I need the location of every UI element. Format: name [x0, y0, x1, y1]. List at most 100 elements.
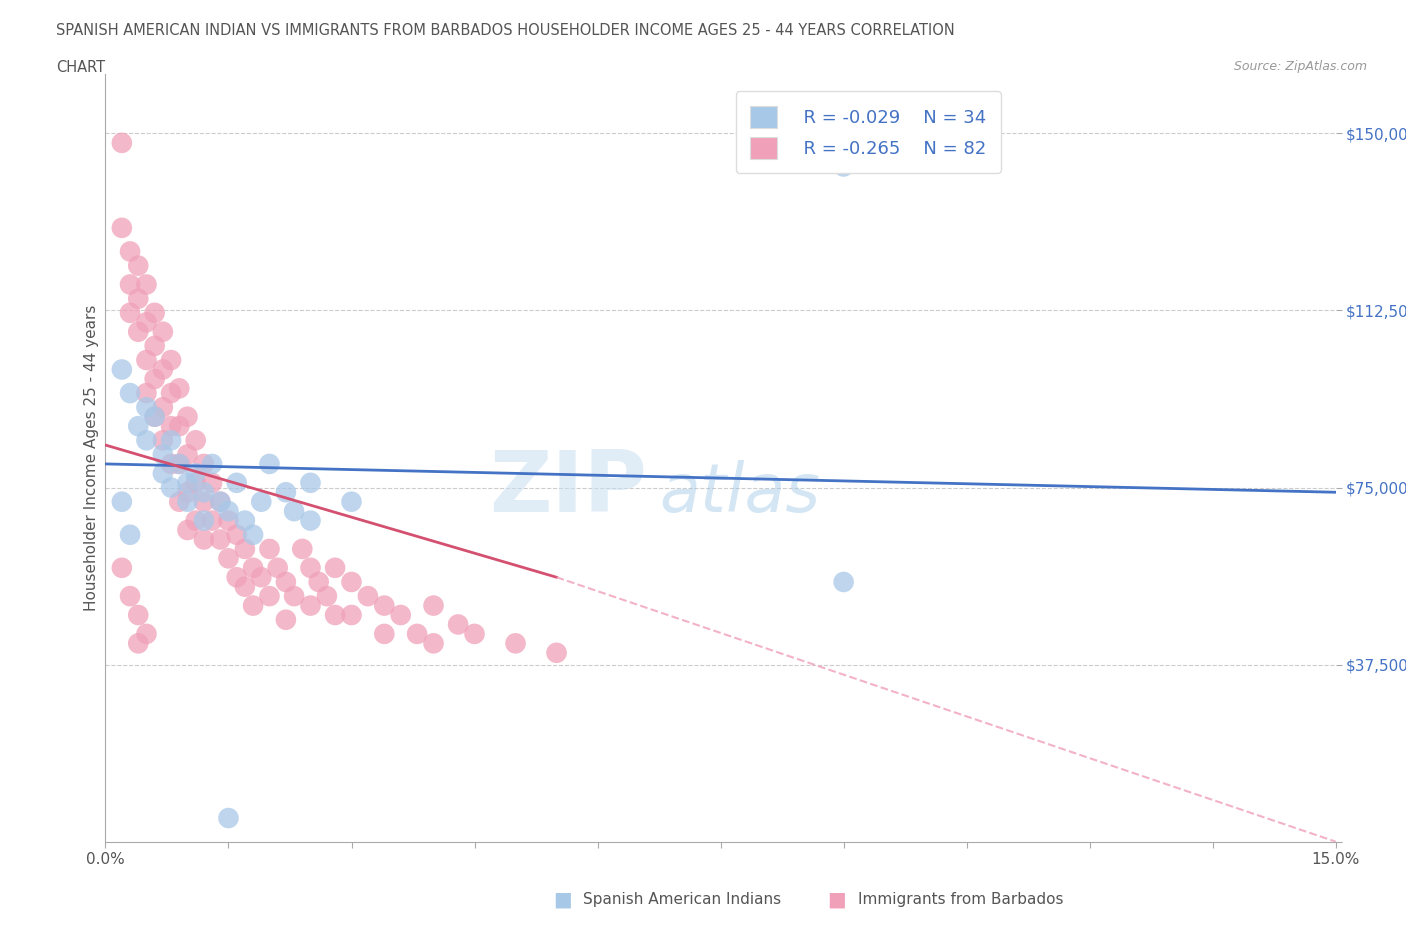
Point: [120, 589, 141, 604]
Point: [357, 589, 380, 604]
Y-axis label: Householder Income Ages 25 - 44 years: Householder Income Ages 25 - 44 years: [83, 305, 98, 611]
Point: [152, 325, 174, 339]
Point: [274, 485, 297, 499]
Point: [143, 409, 166, 424]
Point: [120, 527, 141, 542]
Point: [299, 475, 322, 490]
Text: ▪: ▪: [553, 885, 572, 915]
Point: [184, 513, 207, 528]
Point: [308, 575, 330, 590]
Point: [111, 494, 134, 509]
Point: [127, 291, 149, 306]
Point: [143, 305, 166, 320]
Point: [143, 339, 166, 353]
Point: [111, 561, 134, 576]
Point: [201, 457, 224, 472]
Point: [160, 386, 183, 401]
Point: [135, 400, 157, 415]
Point: [259, 541, 281, 556]
Point: [127, 325, 149, 339]
Text: SPANISH AMERICAN INDIAN VS IMMIGRANTS FROM BARBADOS HOUSEHOLDER INCOME AGES 25 -: SPANISH AMERICAN INDIAN VS IMMIGRANTS FR…: [56, 23, 955, 38]
Point: [152, 362, 174, 377]
Point: [274, 575, 297, 590]
Point: [176, 475, 198, 490]
Point: [233, 513, 256, 528]
Point: [160, 432, 183, 447]
Point: [373, 598, 395, 613]
Point: [169, 494, 191, 509]
Point: [422, 636, 444, 651]
Point: [176, 485, 198, 499]
Point: [184, 432, 207, 447]
Point: [373, 627, 395, 642]
Text: ▪: ▪: [827, 885, 846, 915]
Point: [160, 480, 183, 495]
Point: [291, 541, 314, 556]
Point: [505, 636, 527, 651]
Point: [250, 494, 273, 509]
Point: [176, 447, 198, 462]
Point: [176, 409, 198, 424]
Point: [218, 513, 240, 528]
Legend:   R = -0.029    N = 34,   R = -0.265    N = 82: R = -0.029 N = 34, R = -0.265 N = 82: [735, 91, 1001, 173]
Text: Spanish American Indians: Spanish American Indians: [583, 892, 782, 907]
Point: [218, 504, 240, 519]
Point: [184, 466, 207, 481]
Point: [242, 598, 264, 613]
Point: [152, 400, 174, 415]
Point: [267, 561, 290, 576]
Point: [209, 494, 232, 509]
Point: [160, 418, 183, 433]
Point: [209, 494, 232, 509]
Point: [193, 494, 215, 509]
Point: [193, 485, 215, 499]
Point: [299, 598, 322, 613]
Point: [209, 532, 232, 547]
Point: [283, 504, 305, 519]
Point: [832, 575, 855, 590]
Point: [218, 551, 240, 565]
Point: [120, 244, 141, 259]
Point: [299, 561, 322, 576]
Point: [160, 457, 183, 472]
Point: [143, 409, 166, 424]
Point: [135, 315, 157, 330]
Point: [127, 259, 149, 273]
Point: [218, 811, 240, 826]
Point: [135, 432, 157, 447]
Point: [406, 627, 429, 642]
Point: [299, 513, 322, 528]
Point: [169, 457, 191, 472]
Point: [242, 527, 264, 542]
Text: Immigrants from Barbados: Immigrants from Barbados: [858, 892, 1063, 907]
Point: [259, 457, 281, 472]
Point: [340, 494, 363, 509]
Point: [152, 432, 174, 447]
Point: [316, 589, 339, 604]
Point: [389, 607, 412, 622]
Point: [323, 561, 346, 576]
Point: [464, 627, 486, 642]
Point: [135, 386, 157, 401]
Point: [283, 589, 305, 604]
Point: [225, 475, 247, 490]
Point: [152, 447, 174, 462]
Point: [250, 570, 273, 585]
Point: [193, 457, 215, 472]
Text: atlas: atlas: [659, 459, 820, 525]
Point: [340, 575, 363, 590]
Point: [135, 277, 157, 292]
Point: [193, 532, 215, 547]
Point: [225, 570, 247, 585]
Point: [447, 617, 470, 631]
Point: [274, 612, 297, 627]
Point: [143, 371, 166, 386]
Point: [340, 607, 363, 622]
Point: [127, 418, 149, 433]
Point: [120, 277, 141, 292]
Point: [169, 418, 191, 433]
Point: [127, 636, 149, 651]
Point: [233, 541, 256, 556]
Point: [193, 513, 215, 528]
Point: [242, 561, 264, 576]
